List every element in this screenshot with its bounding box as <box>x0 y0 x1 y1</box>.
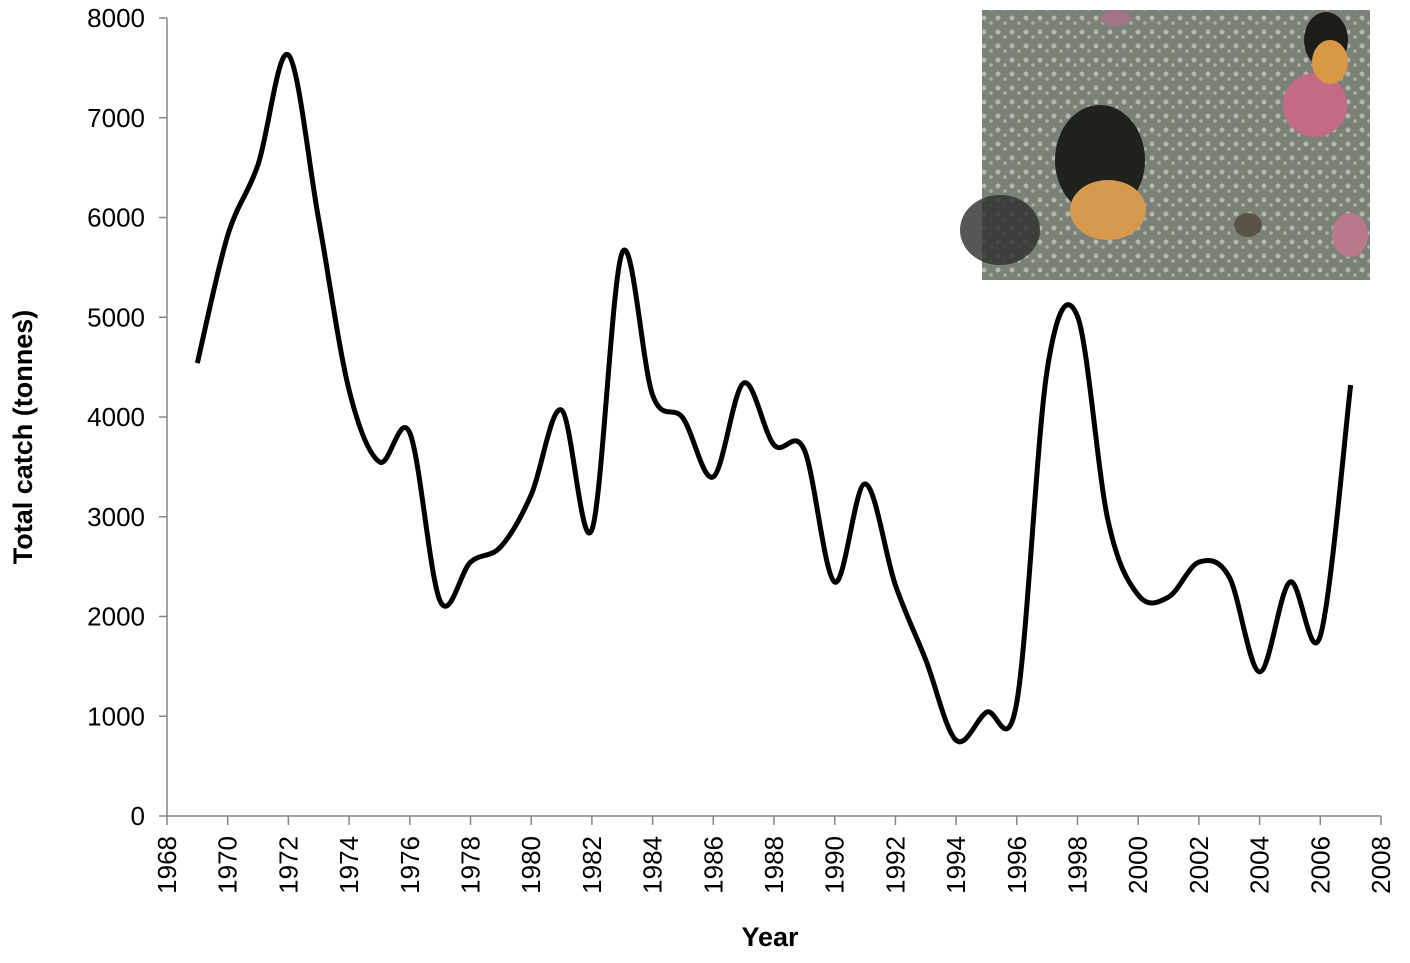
y-axis-title: Total catch (tonnes) <box>8 310 38 565</box>
x-axis-title: Year <box>741 922 799 952</box>
x-tick-label: 2000 <box>1123 836 1153 894</box>
x-tick-label: 2002 <box>1184 836 1214 894</box>
x-tick-label: 1970 <box>213 836 243 894</box>
x-tick-label: 1996 <box>1002 836 1032 894</box>
y-tick-label: 4000 <box>87 402 145 432</box>
inset-photo <box>960 10 1370 280</box>
y-tick-label: 0 <box>131 801 145 831</box>
x-tick-label: 2008 <box>1366 836 1396 894</box>
x-tick-label: 1978 <box>456 836 486 894</box>
x-tick-label: 1988 <box>759 836 789 894</box>
y-tick-label: 6000 <box>87 203 145 233</box>
y-tick-label: 8000 <box>87 3 145 33</box>
x-tick-label: 1986 <box>698 836 728 894</box>
x-tick-label: 1980 <box>516 836 546 894</box>
x-tick-label: 1976 <box>395 836 425 894</box>
x-tick-label: 1990 <box>820 836 850 894</box>
y-tick-label: 3000 <box>87 502 145 532</box>
x-tick-label: 1992 <box>880 836 910 894</box>
y-tick-label: 7000 <box>87 103 145 133</box>
x-tick-label: 1982 <box>577 836 607 894</box>
x-tick-label: 1974 <box>334 836 364 894</box>
y-tick-label: 2000 <box>87 602 145 632</box>
x-tick-label: 2004 <box>1245 836 1275 894</box>
x-tick-label: 2006 <box>1305 836 1335 894</box>
x-tick-label: 1994 <box>941 836 971 894</box>
chart: Total catch (tonnes) Year 0 1000 2000 3000 4… <box>0 0 1410 963</box>
x-tick-label: 1972 <box>273 836 303 894</box>
x-tick-label: 1984 <box>638 836 668 894</box>
y-tick-label: 5000 <box>87 302 145 332</box>
x-tick-label: 1968 <box>152 836 182 894</box>
x-tick-label: 1998 <box>1063 836 1093 894</box>
y-tick-label: 1000 <box>87 701 145 731</box>
